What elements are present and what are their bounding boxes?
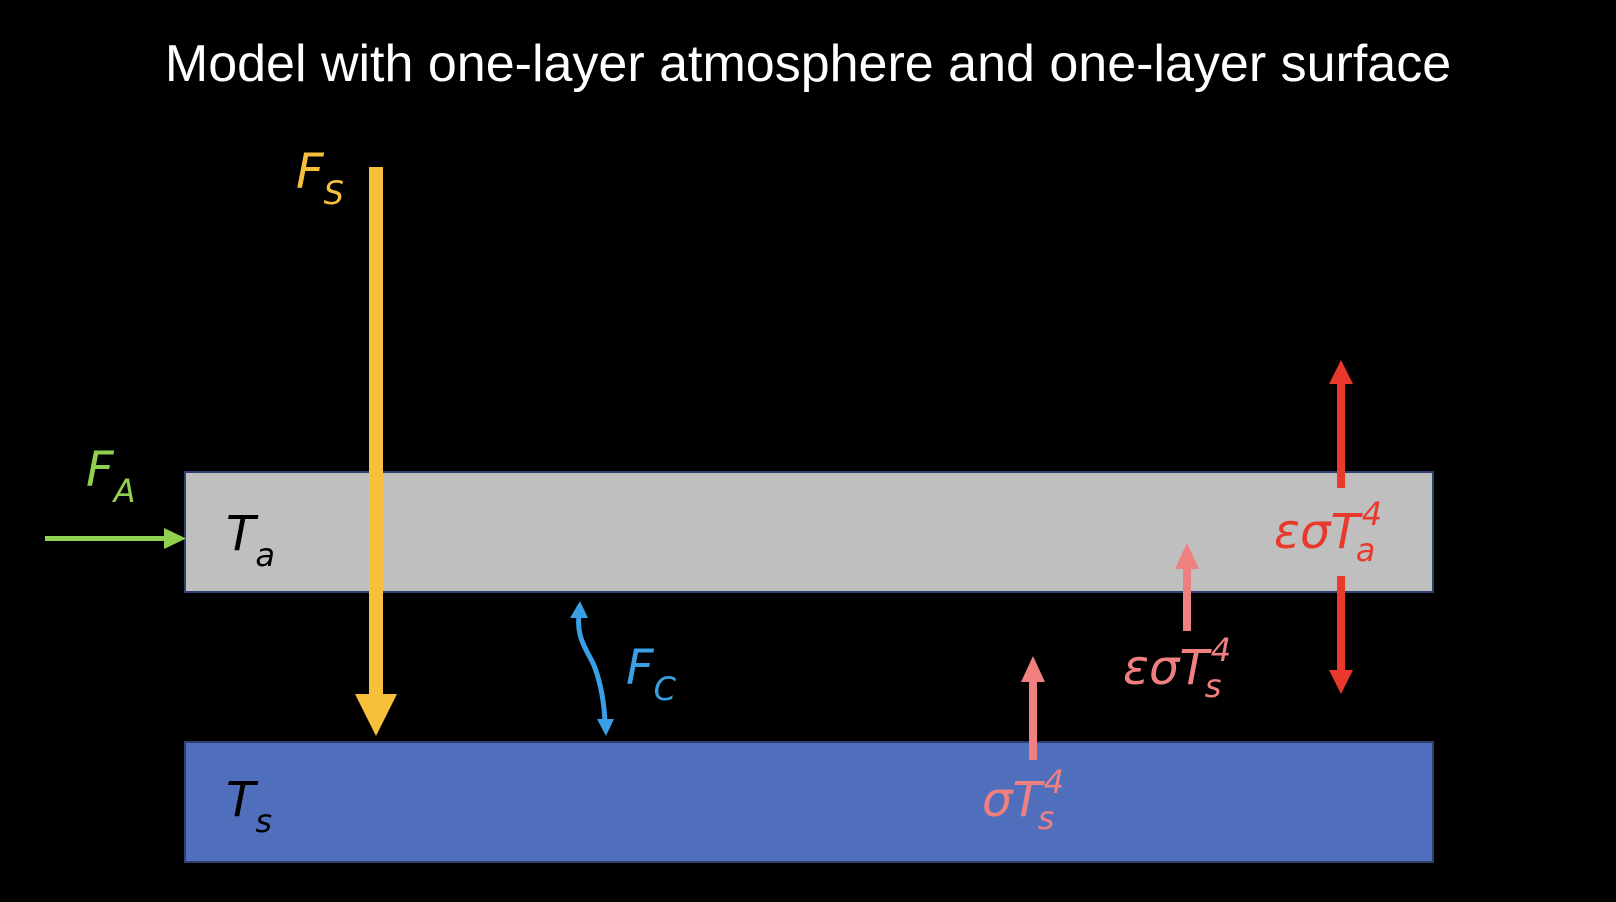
- conductive-flux-arrow: [570, 601, 614, 736]
- advective-flux-arrow: [45, 528, 186, 549]
- diagram-title: Model with one-layer atmosphere and one-…: [164, 35, 1452, 93]
- solar-flux-arrow: [355, 167, 397, 736]
- surface-emission-arrow: [1021, 656, 1045, 760]
- surface-emission-label: σT 4 s: [982, 763, 1065, 837]
- atmosphere-layer: [184, 471, 1434, 593]
- absorbed-emission-label: εσT 4 s: [1123, 631, 1232, 705]
- atmosphere-temperature-label: Ta: [226, 506, 275, 574]
- solar-flux-label: FS: [296, 144, 344, 212]
- atmosphere-emission-arrow: [1329, 360, 1353, 694]
- surface-layer: [184, 741, 1434, 863]
- advective-flux-label: FA: [86, 442, 136, 510]
- atmosphere-emission-label: εσT 4 a: [1274, 495, 1383, 569]
- absorbed-emission-arrow: [1175, 543, 1199, 631]
- conductive-flux-label: FC: [626, 640, 676, 708]
- surface-temperature-label: Ts: [226, 772, 272, 840]
